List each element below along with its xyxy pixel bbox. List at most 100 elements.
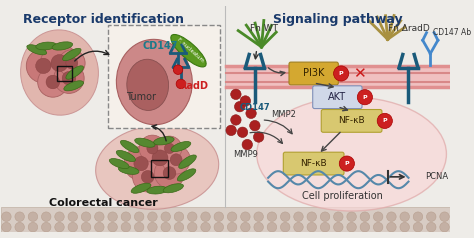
Text: PI3K: PI3K: [303, 69, 324, 79]
Circle shape: [427, 212, 436, 221]
Circle shape: [40, 44, 79, 82]
Circle shape: [55, 222, 64, 232]
Circle shape: [141, 139, 179, 177]
Circle shape: [121, 222, 131, 232]
Circle shape: [82, 222, 91, 232]
Circle shape: [155, 158, 185, 188]
Circle shape: [124, 147, 158, 181]
Circle shape: [173, 65, 183, 74]
Circle shape: [147, 143, 158, 154]
Text: P: P: [345, 161, 349, 166]
Circle shape: [254, 222, 264, 232]
Ellipse shape: [96, 125, 219, 209]
Text: RadD: RadD: [179, 81, 208, 91]
Circle shape: [241, 222, 250, 232]
Circle shape: [254, 132, 264, 142]
Ellipse shape: [147, 186, 168, 194]
Circle shape: [201, 212, 210, 221]
Circle shape: [152, 150, 168, 166]
Bar: [108, 25, 220, 128]
Ellipse shape: [66, 66, 83, 79]
Circle shape: [235, 101, 245, 112]
Circle shape: [294, 222, 303, 232]
Text: PCNA: PCNA: [426, 172, 449, 181]
Circle shape: [54, 63, 84, 93]
Circle shape: [15, 212, 24, 221]
Ellipse shape: [116, 150, 136, 162]
Ellipse shape: [117, 39, 192, 125]
Ellipse shape: [63, 48, 81, 61]
Circle shape: [246, 108, 256, 119]
Ellipse shape: [177, 169, 196, 181]
Circle shape: [357, 89, 373, 105]
Circle shape: [387, 222, 396, 232]
Circle shape: [400, 212, 410, 221]
Circle shape: [51, 55, 68, 72]
Circle shape: [15, 222, 24, 232]
Text: CD147: CD147: [239, 103, 270, 112]
Circle shape: [427, 222, 436, 232]
Circle shape: [188, 212, 197, 221]
Bar: [0, 207, 450, 232]
Text: Tumor: Tumor: [126, 92, 156, 102]
Text: Fn WT: Fn WT: [250, 25, 278, 33]
Circle shape: [1, 222, 11, 232]
Circle shape: [62, 71, 76, 85]
Circle shape: [226, 125, 237, 136]
Circle shape: [1, 212, 11, 221]
Circle shape: [413, 222, 423, 232]
Circle shape: [294, 212, 303, 221]
Bar: [227, 66, 450, 87]
Text: Receptor identification: Receptor identification: [23, 13, 183, 26]
Circle shape: [214, 212, 224, 221]
Circle shape: [46, 75, 60, 89]
Text: MMP9: MMP9: [233, 150, 258, 159]
Circle shape: [237, 127, 248, 138]
Ellipse shape: [131, 183, 151, 193]
Circle shape: [174, 212, 184, 221]
Circle shape: [241, 212, 250, 221]
Circle shape: [163, 167, 176, 179]
Ellipse shape: [109, 159, 129, 169]
Circle shape: [139, 135, 166, 162]
Circle shape: [162, 146, 191, 174]
Ellipse shape: [64, 81, 83, 91]
Circle shape: [28, 222, 37, 232]
Circle shape: [157, 136, 182, 161]
Circle shape: [59, 50, 85, 76]
Circle shape: [281, 212, 290, 221]
Ellipse shape: [257, 97, 447, 211]
Circle shape: [121, 212, 131, 221]
Circle shape: [387, 212, 396, 221]
Ellipse shape: [154, 137, 174, 145]
Circle shape: [242, 139, 253, 150]
Circle shape: [374, 222, 383, 232]
Circle shape: [347, 222, 356, 232]
Text: AKT: AKT: [328, 92, 346, 102]
Circle shape: [267, 222, 277, 232]
Ellipse shape: [120, 140, 139, 153]
Text: CD147: CD147: [142, 41, 178, 51]
Circle shape: [176, 79, 186, 89]
Circle shape: [55, 212, 64, 221]
Ellipse shape: [135, 138, 155, 147]
Ellipse shape: [171, 35, 206, 67]
Circle shape: [231, 115, 241, 125]
Circle shape: [347, 212, 356, 221]
Circle shape: [339, 156, 355, 171]
Circle shape: [228, 222, 237, 232]
Circle shape: [108, 212, 118, 221]
Circle shape: [95, 222, 104, 232]
Circle shape: [440, 212, 449, 221]
Circle shape: [231, 89, 241, 99]
Circle shape: [170, 154, 182, 166]
Bar: [151, 160, 168, 177]
Circle shape: [41, 222, 51, 232]
Circle shape: [26, 49, 61, 83]
Circle shape: [374, 212, 383, 221]
Circle shape: [28, 212, 37, 221]
Ellipse shape: [36, 42, 56, 50]
Circle shape: [440, 222, 449, 232]
Text: NF-κB: NF-κB: [301, 159, 327, 168]
Ellipse shape: [179, 155, 196, 169]
